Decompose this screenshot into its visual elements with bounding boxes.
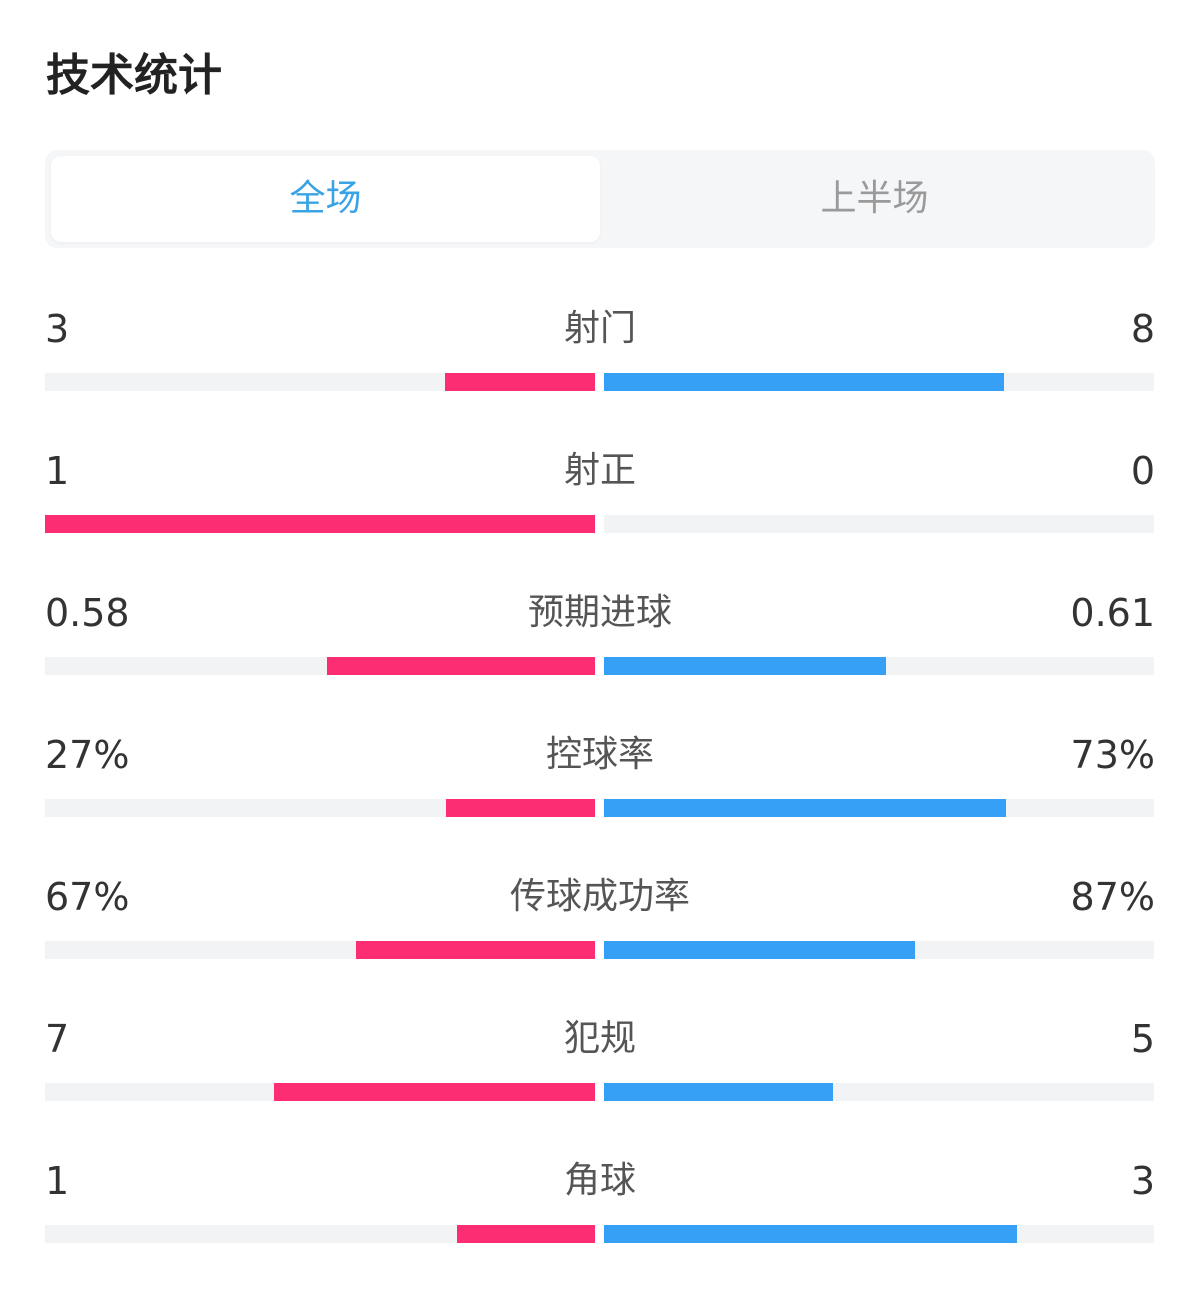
home-bar-track <box>45 799 595 817</box>
stat-label: 射正 <box>563 450 636 491</box>
home-bar-fill <box>446 799 595 817</box>
away-bar-fill <box>604 799 1006 817</box>
away-bar-fill <box>604 1083 833 1101</box>
home-bar-fill <box>327 657 595 675</box>
away-bar-track <box>604 1225 1154 1243</box>
stat-row-shots: 3 射门 8 <box>45 290 1155 432</box>
away-value: 5 <box>1130 1017 1155 1061</box>
away-bar-fill <box>604 657 886 675</box>
home-value: 7 <box>45 1017 70 1061</box>
home-bar-fill <box>274 1083 595 1101</box>
away-value: 3 <box>1130 1159 1155 1203</box>
stat-label: 犯规 <box>563 1018 636 1059</box>
stat-label: 射门 <box>563 308 636 349</box>
away-bar-fill <box>604 941 915 959</box>
home-value: 27% <box>45 733 130 777</box>
away-bar-track <box>604 941 1154 959</box>
away-value: 0.61 <box>1070 591 1155 635</box>
stat-row-pass-accuracy: 67% 传球成功率 87% <box>45 858 1155 1000</box>
home-bar-track <box>45 941 595 959</box>
home-bar-fill <box>457 1225 595 1243</box>
home-value: 3 <box>45 307 70 351</box>
away-bar-track <box>604 1083 1154 1101</box>
home-bar-fill <box>45 515 595 533</box>
home-bar-track <box>45 373 595 391</box>
away-bar-track <box>604 373 1154 391</box>
home-bar-track <box>45 657 595 675</box>
tab-first-half[interactable]: 上半场 <box>820 178 929 219</box>
period-tabs: 全场 上半场 <box>45 150 1155 248</box>
away-bar-track <box>604 799 1154 817</box>
stat-row-possession: 27% 控球率 73% <box>45 716 1155 858</box>
home-bar-fill <box>356 941 595 959</box>
page-title: 技术统计 <box>46 50 222 101</box>
stat-row-expected-goals: 0.58 预期进球 0.61 <box>45 574 1155 716</box>
home-value: 1 <box>45 449 70 493</box>
stats-list: 3 射门 8 1 射正 0 0.58 预期进球 0.61 27% 控球率 <box>45 290 1155 1284</box>
away-bar-fill <box>604 373 1004 391</box>
home-value: 1 <box>45 1159 70 1203</box>
away-value: 87% <box>1070 875 1155 919</box>
away-value: 0 <box>1130 449 1155 493</box>
away-bar-fill <box>604 1225 1017 1243</box>
stat-label: 预期进球 <box>527 592 672 633</box>
away-bar-track <box>604 515 1154 533</box>
home-bar-track <box>45 1083 595 1101</box>
away-value: 8 <box>1130 307 1155 351</box>
home-bar-track <box>45 515 595 533</box>
away-value: 73% <box>1070 733 1155 777</box>
stat-row-fouls: 7 犯规 5 <box>45 1000 1155 1142</box>
stat-row-shots-on-target: 1 射正 0 <box>45 432 1155 574</box>
stat-label: 传球成功率 <box>509 876 690 917</box>
stat-label: 控球率 <box>545 734 654 775</box>
stat-row-corners: 1 角球 3 <box>45 1142 1155 1284</box>
stat-label: 角球 <box>563 1160 636 1201</box>
tab-full-match[interactable]: 全场 <box>51 156 600 242</box>
home-bar-fill <box>445 373 595 391</box>
home-value: 67% <box>45 875 130 919</box>
away-bar-track <box>604 657 1154 675</box>
home-value: 0.58 <box>45 591 130 635</box>
home-bar-track <box>45 1225 595 1243</box>
